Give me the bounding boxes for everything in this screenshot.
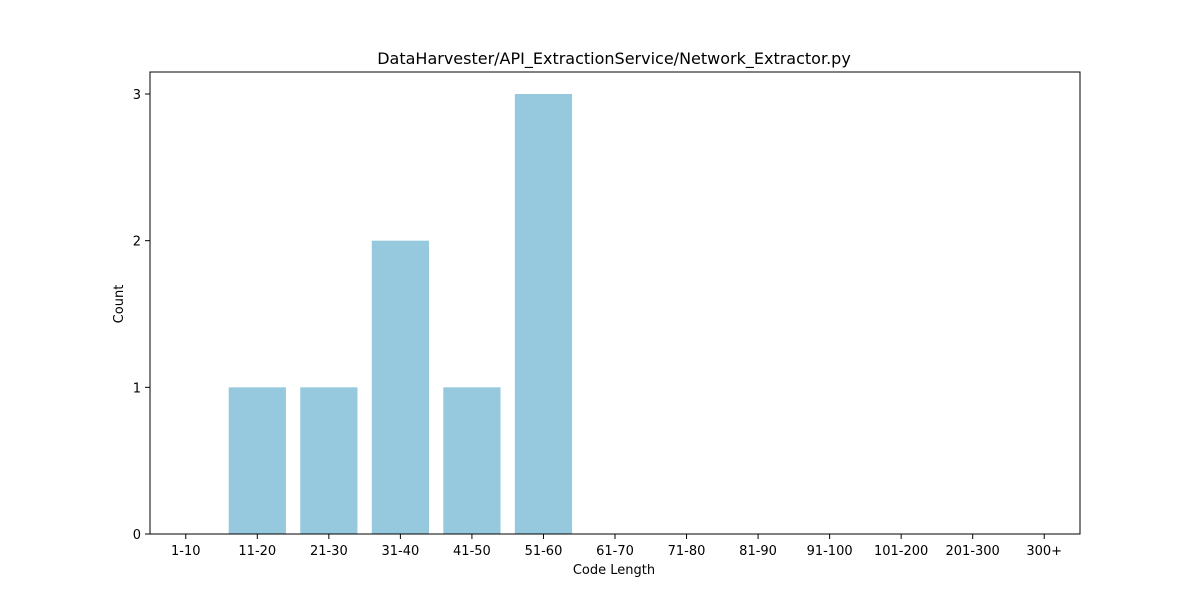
x-ticks: 1-10 11-20 21-30 31-40 41-50 51-60 61-70 71-80 8…	[171, 534, 1062, 559]
x-tick-label: 71-80	[668, 544, 706, 559]
y-axis-label: Count	[112, 285, 127, 324]
x-tick-label: 21-30	[310, 544, 348, 559]
x-tick-label: 1-10	[171, 544, 201, 559]
x-tick-label: 81-90	[739, 544, 777, 559]
bars-layer	[228, 94, 573, 534]
y-tick-label: 0	[133, 528, 141, 543]
bar-41-50	[443, 387, 501, 534]
x-axis-label: Code Length	[573, 563, 655, 578]
plot-frame	[149, 71, 1081, 535]
chart-title: DataHarvester/API_ExtractionService/Netw…	[377, 49, 851, 69]
y-ticks: 0 1 2 3	[133, 88, 150, 543]
bar-21-30	[300, 387, 358, 534]
x-tick-label: 31-40	[381, 544, 419, 559]
x-tick-label: 41-50	[453, 544, 491, 559]
x-tick-label: 91-100	[807, 544, 853, 559]
bar-11-20	[228, 387, 286, 534]
y-tick-label: 1	[133, 381, 141, 396]
x-tick-label: 300+	[1026, 544, 1062, 559]
x-tick-label: 51-60	[525, 544, 563, 559]
y-tick-label: 2	[133, 235, 141, 250]
x-tick-label: 101-200	[874, 544, 928, 559]
x-tick-label: 201-300	[946, 544, 1000, 559]
bar-51-60	[514, 94, 573, 534]
x-tick-label: 61-70	[596, 544, 634, 559]
y-tick-label: 3	[133, 88, 141, 103]
bar-31-40	[371, 240, 429, 534]
x-tick-label: 11-20	[238, 544, 276, 559]
axes-layer	[149, 71, 1081, 535]
